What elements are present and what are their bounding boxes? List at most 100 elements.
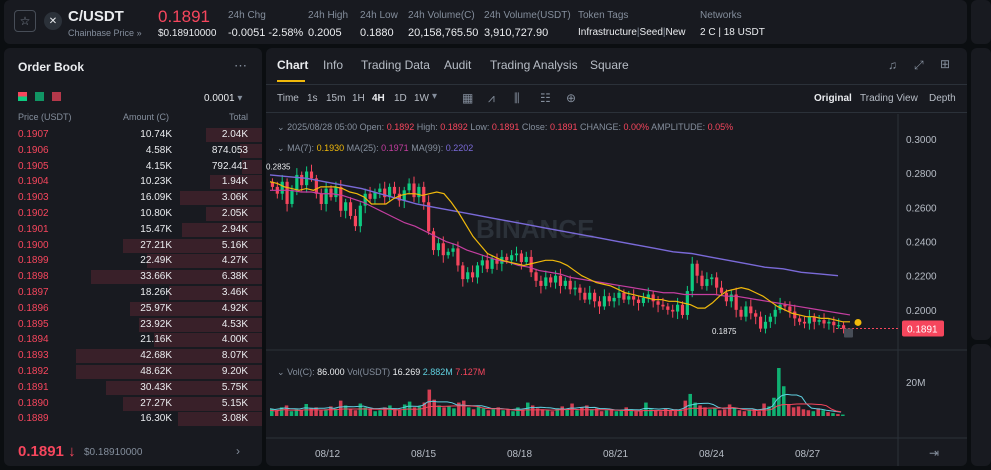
- more-options-icon[interactable]: ⋯: [234, 58, 247, 73]
- both-sides-view-icon[interactable]: [18, 92, 27, 101]
- ask-amount: 4.15K: [145, 160, 172, 172]
- ask-row[interactable]: 0.1897 18.26K 3.46K: [4, 285, 262, 301]
- pair-source[interactable]: Chainbase Price »: [68, 28, 142, 38]
- tab-trading-analysis[interactable]: Trading Analysis: [490, 58, 578, 72]
- volume-bar: [693, 402, 697, 416]
- candle-body: [758, 316, 763, 329]
- candle-body: [505, 256, 509, 261]
- tag-new[interactable]: New: [665, 27, 686, 38]
- ask-total: 2.04K: [221, 129, 248, 140]
- ask-row[interactable]: 0.1896 25.97K 4.92K: [4, 301, 262, 317]
- vol-usdt-label: Vol(USDT): [347, 367, 391, 377]
- high-label: High:: [416, 122, 438, 132]
- ask-row[interactable]: 0.1906 4.58K 874.053: [4, 143, 262, 159]
- candle-body: [539, 280, 543, 286]
- scroll-to-latest-icon[interactable]: ⇥: [929, 446, 940, 460]
- candle-body: [788, 306, 792, 312]
- volume-bar: [437, 405, 441, 416]
- ask-row[interactable]: 0.1890 27.27K 5.15K: [4, 396, 262, 412]
- change-label: CHANGE:: [579, 122, 621, 132]
- ask-price: 0.1906: [18, 144, 49, 156]
- ask-row[interactable]: 0.1893 42.68K 8.07K: [4, 348, 262, 364]
- volume-ma1-line: [269, 393, 842, 413]
- candle-body: [466, 272, 470, 280]
- ask-row[interactable]: 0.1891 30.43K 5.75K: [4, 380, 262, 396]
- pair-symbol[interactable]: C/USDT: [68, 8, 124, 25]
- ma7-value: 0.1930: [316, 143, 345, 153]
- view-trading-view[interactable]: Trading View: [860, 93, 918, 104]
- ask-row[interactable]: 0.1907 10.74K 2.04K: [4, 127, 262, 143]
- volume-bar: [353, 410, 358, 416]
- volume-ma2-line: [269, 403, 842, 413]
- tf-1s[interactable]: 1s: [307, 93, 318, 104]
- price-chart[interactable]: BINANCE0.30000.28000.26000.24000.22000.2…: [266, 114, 967, 466]
- tab-info[interactable]: Info: [323, 58, 344, 72]
- volume-bar: [806, 410, 811, 416]
- tab-chart[interactable]: Chart: [277, 58, 309, 72]
- countdown-icon[interactable]: [844, 328, 853, 338]
- volume-bar: [279, 407, 284, 416]
- tab-audit[interactable]: Audit: [444, 58, 472, 72]
- chevron-down-icon[interactable]: ▾: [432, 91, 438, 102]
- volume-bar: [398, 410, 402, 416]
- ask-row[interactable]: 0.1889 16.30K 3.08K: [4, 411, 262, 427]
- volume-bar: [732, 407, 737, 416]
- bids-only-view-icon[interactable]: [35, 92, 44, 101]
- tf-1w[interactable]: 1W: [414, 93, 429, 104]
- precision-select[interactable]: 0.0001 ▾: [204, 93, 242, 104]
- tf-1d[interactable]: 1D: [394, 93, 407, 104]
- ask-row[interactable]: 0.1895 23.92K 4.53K: [4, 317, 262, 333]
- ask-row[interactable]: 0.1898 33.66K 6.38K: [4, 269, 262, 285]
- networks[interactable]: Networks 2 C | 18 USDT: [700, 10, 765, 38]
- candle-body: [734, 294, 738, 310]
- ask-row[interactable]: 0.1904 10.23K 1.94K: [4, 174, 262, 190]
- settings-slider-icon[interactable]: ☷: [540, 91, 551, 105]
- volume-bar: [801, 409, 806, 416]
- chevron-right-icon[interactable]: ›: [236, 444, 240, 458]
- tf-4h[interactable]: 4H: [372, 93, 385, 104]
- ask-row[interactable]: 0.1894 21.16K 4.00K: [4, 332, 262, 348]
- ask-row[interactable]: 0.1905 4.15K 792.441: [4, 159, 262, 175]
- ask-row[interactable]: 0.1900 27.21K 5.16K: [4, 238, 262, 254]
- bell-icon[interactable]: ♫: [888, 58, 897, 72]
- ask-total: 1.94K: [221, 176, 248, 188]
- collapse-icon[interactable]: ⌄: [277, 122, 285, 132]
- tf-15m[interactable]: 15m: [326, 93, 346, 104]
- tab-square[interactable]: Square: [590, 58, 629, 72]
- tf-time[interactable]: Time: [277, 93, 299, 104]
- indicator-icon[interactable]: ⩘: [488, 91, 495, 105]
- ask-total: 3.46K: [221, 287, 248, 298]
- depth-bar: [76, 349, 262, 364]
- ask-row[interactable]: 0.1901 15.47K 2.94K: [4, 222, 262, 238]
- y-tick-label: 0.2400: [906, 238, 937, 249]
- drawing-tools-icon[interactable]: ⊕: [566, 91, 577, 105]
- ask-row[interactable]: 0.1899 22.49K 4.27K: [4, 253, 262, 269]
- ob-last-price: 0.1891 ↓: [18, 443, 76, 460]
- volume-bar: [654, 410, 658, 416]
- expand-icon[interactable]: ⤢: [914, 58, 924, 72]
- candle-type-icon[interactable]: ⫼: [514, 91, 520, 105]
- asks-only-view-icon[interactable]: [52, 92, 61, 101]
- view-depth[interactable]: Depth: [929, 93, 956, 104]
- ask-row[interactable]: 0.1892 48.62K 9.20K: [4, 364, 262, 380]
- candle-body: [524, 256, 528, 263]
- volume-bar: [703, 407, 707, 416]
- volume-bar: [565, 409, 569, 416]
- favorite-star-icon[interactable]: ☆: [14, 10, 36, 32]
- candle-body: [798, 318, 802, 322]
- view-original[interactable]: Original: [814, 93, 852, 104]
- calendar-icon[interactable]: ▦: [462, 91, 474, 105]
- tag-infrastructure[interactable]: Infrastructure: [578, 27, 637, 38]
- volume-bar: [289, 411, 294, 416]
- ask-row[interactable]: 0.1903 16.09K 3.06K: [4, 190, 262, 206]
- grid-layout-icon[interactable]: ⊞: [940, 57, 951, 71]
- volume-bar: [388, 405, 392, 416]
- candle-body: [290, 190, 294, 204]
- ask-row[interactable]: 0.1902 10.80K 2.05K: [4, 206, 262, 222]
- tf-1h[interactable]: 1H: [352, 93, 365, 104]
- volume-bar: [599, 411, 604, 416]
- collapse-icon[interactable]: ⌄: [277, 367, 285, 377]
- tab-trading-data[interactable]: Trading Data: [361, 58, 430, 72]
- tag-seed[interactable]: Seed: [639, 27, 663, 38]
- collapse-icon[interactable]: ⌄: [277, 143, 285, 153]
